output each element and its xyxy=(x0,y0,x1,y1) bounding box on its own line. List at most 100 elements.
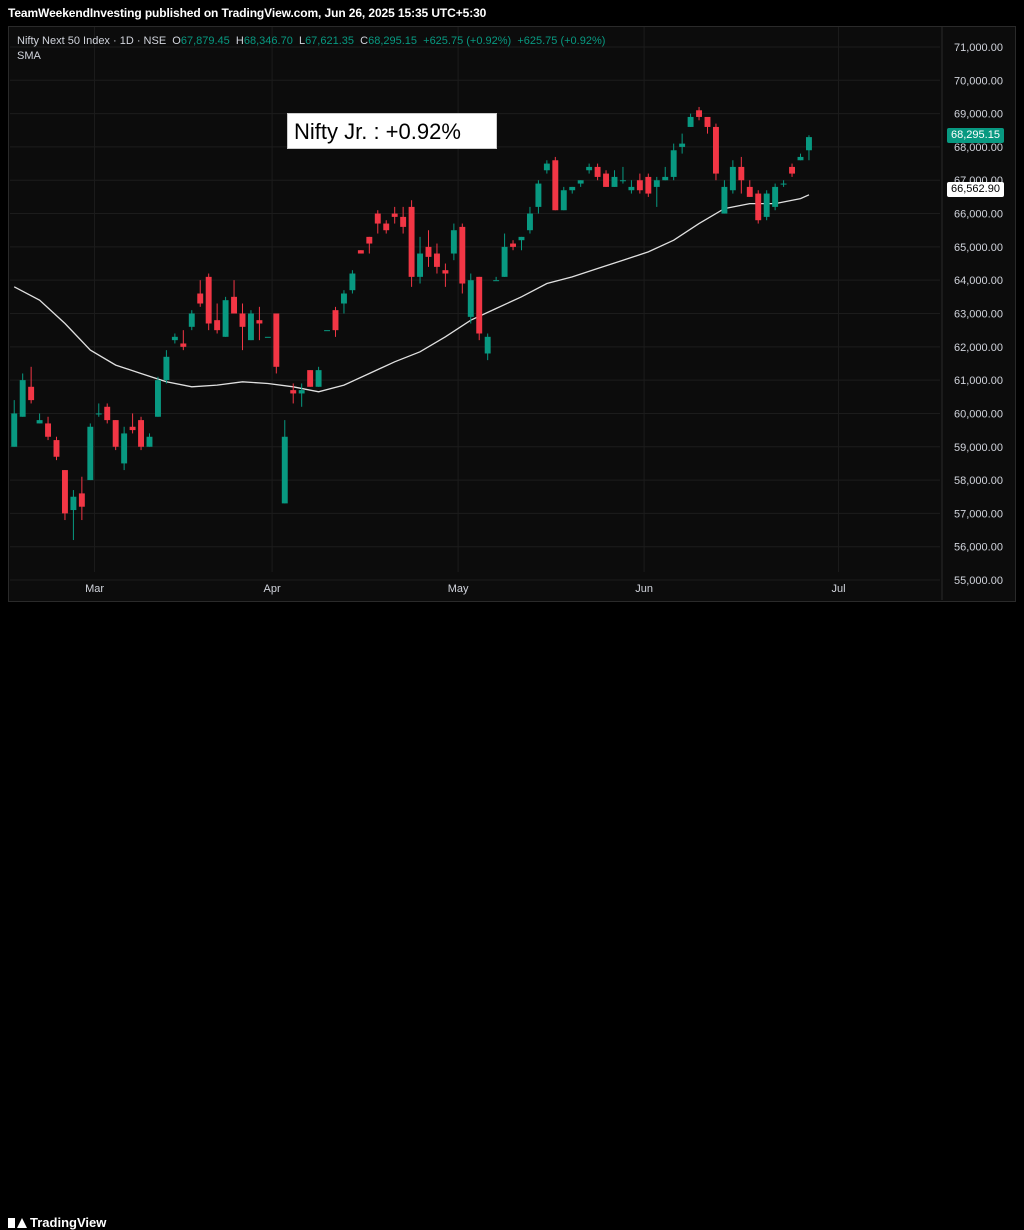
publisher-bar: TeamWeekendInvesting published on Tradin… xyxy=(0,0,1024,26)
candle-body xyxy=(805,137,812,151)
candle-body xyxy=(340,293,347,304)
candle-body xyxy=(121,433,128,464)
candle xyxy=(738,156,745,194)
y-tick-label: 60,000.00 xyxy=(954,408,1003,420)
candle xyxy=(805,135,812,161)
candle xyxy=(290,383,297,404)
candle-body xyxy=(28,386,35,401)
y-tick-label: 69,000.00 xyxy=(954,109,1003,121)
candle-body xyxy=(205,276,212,324)
candle-body xyxy=(87,426,94,481)
candle xyxy=(205,273,212,331)
candle xyxy=(78,476,85,521)
candle xyxy=(459,223,466,294)
candle-body xyxy=(247,313,254,341)
legend-sma-indicator[interactable]: SMA xyxy=(17,50,41,62)
y-tick-label: 64,000.00 xyxy=(954,275,1003,287)
candle xyxy=(442,263,449,287)
candle xyxy=(138,416,145,451)
candle xyxy=(307,370,314,387)
candle xyxy=(510,240,517,251)
candle-body xyxy=(560,190,567,211)
candle-body xyxy=(36,420,43,424)
y-tick-label: 62,000.00 xyxy=(954,342,1003,354)
candle xyxy=(746,180,753,197)
legend-high-label: H xyxy=(235,35,244,47)
candle-body xyxy=(298,390,305,394)
candle xyxy=(619,166,626,184)
candle-body xyxy=(315,370,322,387)
candle-body xyxy=(61,470,68,514)
y-tick-label: 58,000.00 xyxy=(954,475,1003,487)
candle-body xyxy=(552,160,559,211)
y-tick-label: 56,000.00 xyxy=(954,542,1003,554)
candle-body xyxy=(586,166,593,171)
candle-body xyxy=(738,166,745,181)
candle xyxy=(239,303,246,351)
candle xyxy=(450,223,457,261)
candle-body xyxy=(636,180,643,191)
candle-body xyxy=(780,183,787,185)
candle xyxy=(19,373,26,417)
candle xyxy=(628,180,635,194)
candle xyxy=(366,236,373,254)
candle xyxy=(264,336,271,338)
x-tick-label: Jun xyxy=(635,583,653,595)
legend-change-2: +625.75 (+0.92%) xyxy=(517,35,606,47)
candle xyxy=(112,420,119,451)
candle xyxy=(357,250,364,254)
candle xyxy=(645,173,652,197)
candle-body xyxy=(772,186,779,207)
candle-body xyxy=(19,380,26,417)
tradingview-logo[interactable]: TradingView xyxy=(8,1215,106,1230)
candle-body xyxy=(239,313,246,327)
candle-body xyxy=(11,413,18,447)
candle xyxy=(104,403,111,424)
x-tick-label: Mar xyxy=(85,583,104,595)
candle-body xyxy=(222,300,229,337)
candle xyxy=(636,173,643,194)
price-chart[interactable]: 71,000.0070,000.0069,000.0068,000.0067,0… xyxy=(0,0,1024,602)
candle xyxy=(53,436,60,461)
candle-body xyxy=(628,186,635,191)
candle xyxy=(493,276,500,282)
y-tick-label: 71,000.00 xyxy=(954,42,1003,54)
x-tick-label: Apr xyxy=(264,583,281,595)
legend-change: +625.75 (+0.92%) xyxy=(423,35,512,47)
candle-body xyxy=(467,280,474,317)
candle-body xyxy=(543,163,550,171)
candle-body xyxy=(476,276,483,334)
candle-body xyxy=(180,343,187,347)
candle-body xyxy=(789,166,796,174)
y-tick-label: 61,000.00 xyxy=(954,375,1003,387)
annotation-text-box[interactable]: Nifty Jr. : +0.92% xyxy=(287,113,497,149)
candle-body xyxy=(535,183,542,207)
candle-body xyxy=(357,250,364,254)
candle xyxy=(712,123,719,181)
candle xyxy=(467,273,474,324)
candle xyxy=(154,376,161,417)
publisher-text: TeamWeekendInvesting published on Tradin… xyxy=(8,6,487,20)
candle xyxy=(349,270,356,294)
y-tick-label: 68,000.00 xyxy=(954,142,1003,154)
x-tick-label: Jul xyxy=(832,583,846,595)
candle xyxy=(653,176,660,207)
candle xyxy=(87,423,94,481)
candle-body xyxy=(712,126,719,174)
candle-body xyxy=(104,406,111,421)
candle xyxy=(315,366,322,387)
candle xyxy=(247,310,254,341)
candle xyxy=(476,276,483,341)
candle-body xyxy=(425,246,432,257)
candle-body xyxy=(281,436,288,504)
legend-symbol[interactable]: Nifty Next 50 Index · 1D · NSE xyxy=(17,35,167,47)
candle xyxy=(721,180,728,214)
candle-body xyxy=(450,230,457,254)
tradingview-logo-icon xyxy=(8,1217,27,1229)
candle xyxy=(586,163,593,174)
candle xyxy=(780,180,787,187)
candle xyxy=(670,143,677,181)
candle xyxy=(763,190,770,221)
candle xyxy=(146,433,153,447)
candle-body xyxy=(374,213,381,224)
